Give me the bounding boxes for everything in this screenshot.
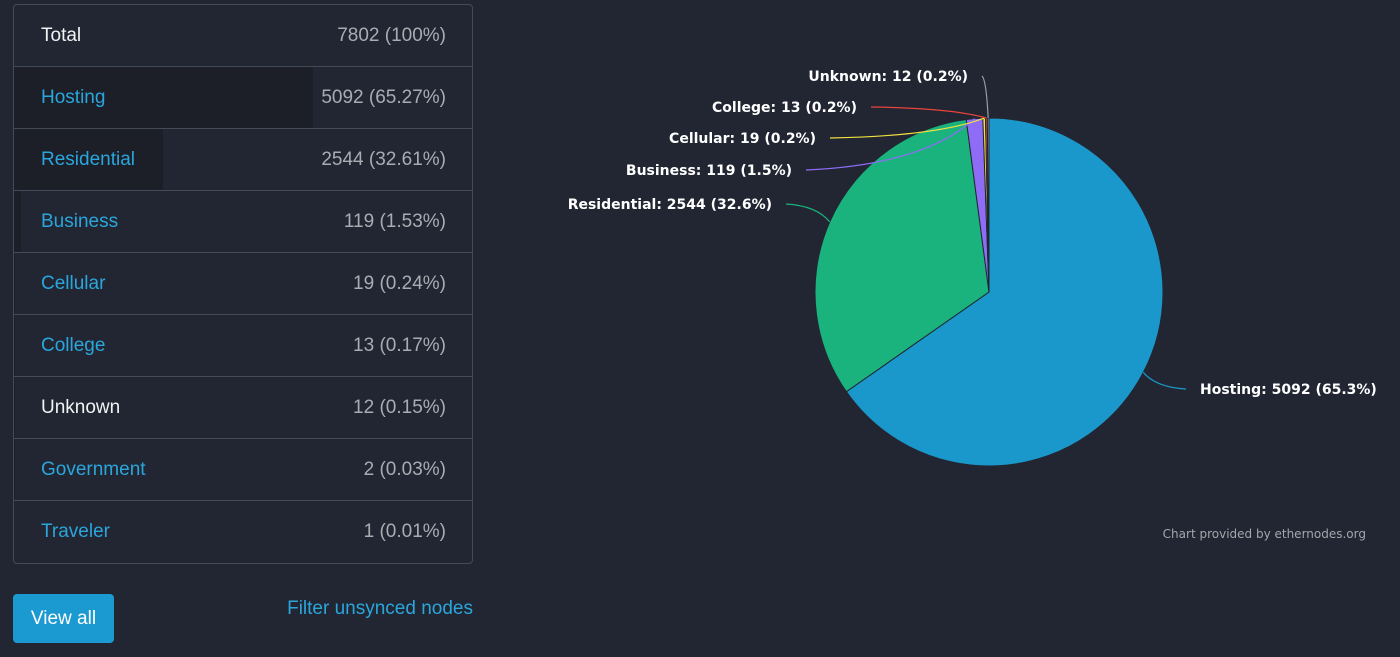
pie-slice-residential[interactable] bbox=[814, 118, 990, 393]
leader-line-college bbox=[870, 106, 987, 119]
pie-slice-hosting[interactable] bbox=[845, 117, 1164, 467]
pie-data-labels: Hosting: 5092 (65.3%) Residential: 2544 (… bbox=[568, 69, 1377, 398]
row-value: 119 (1.53%) bbox=[343, 210, 446, 232]
share-bar bbox=[14, 253, 16, 314]
table-row: College 13 (0.17%) bbox=[14, 315, 472, 377]
row-label-hosting[interactable]: Hosting bbox=[41, 86, 106, 108]
row-value: 2544 (32.61%) bbox=[321, 148, 446, 170]
row-label-residential[interactable]: Residential bbox=[41, 148, 135, 170]
table-row: Hosting 5092 (65.27%) bbox=[14, 67, 472, 129]
total-value: 7802 (100%) bbox=[337, 24, 446, 46]
total-label: Total bbox=[41, 24, 82, 46]
table-row: Cellular 19 (0.24%) bbox=[14, 253, 472, 315]
table-row: Business 119 (1.53%) bbox=[14, 191, 472, 253]
share-bar bbox=[14, 129, 164, 190]
share-bar bbox=[14, 377, 15, 438]
row-value: 19 (0.24%) bbox=[353, 272, 446, 294]
table-row: Residential 2544 (32.61%) bbox=[14, 129, 472, 191]
row-value: 2 (0.03%) bbox=[363, 458, 446, 480]
pie-leader-lines bbox=[785, 75, 1187, 390]
view-all-button[interactable]: View all bbox=[13, 594, 114, 643]
data-label-cellular: Cellular: 19 (0.2%) bbox=[669, 131, 816, 147]
table-row: Unknown 12 (0.15%) bbox=[14, 377, 472, 439]
table-row-total: Total 7802 (100%) bbox=[14, 5, 472, 67]
share-bar bbox=[14, 315, 15, 376]
leader-line-hosting bbox=[1142, 372, 1187, 390]
row-label-cellular[interactable]: Cellular bbox=[41, 272, 106, 294]
data-label-residential: Residential: 2544 (32.6%) bbox=[568, 197, 772, 213]
share-bar bbox=[14, 191, 21, 252]
row-label-unknown: Unknown bbox=[41, 396, 121, 418]
row-value: 1 (0.01%) bbox=[363, 521, 446, 542]
row-value: 12 (0.15%) bbox=[353, 396, 446, 418]
node-type-table: Total 7802 (100%) Hosting 5092 (65.27%) … bbox=[13, 4, 473, 564]
row-label-college[interactable]: College bbox=[41, 334, 106, 356]
leader-line-unknown bbox=[981, 75, 989, 119]
data-label-hosting: Hosting: 5092 (65.3%) bbox=[1200, 382, 1377, 398]
leader-line-business bbox=[805, 118, 975, 171]
data-label-business: Business: 119 (1.5%) bbox=[626, 163, 792, 179]
share-bar bbox=[14, 67, 313, 128]
table-row: Government 2 (0.03%) bbox=[14, 439, 472, 501]
chart-credit: Chart provided by ethernodes.org bbox=[1163, 527, 1366, 541]
row-label-business[interactable]: Business bbox=[41, 210, 119, 232]
data-label-unknown: Unknown: 12 (0.2%) bbox=[808, 69, 968, 85]
leader-line-residential bbox=[785, 203, 831, 223]
row-label-government[interactable]: Government bbox=[41, 458, 146, 480]
row-label-traveler[interactable]: Traveler bbox=[41, 521, 110, 542]
filter-unsynced-link[interactable]: Filter unsynced nodes bbox=[287, 598, 473, 619]
row-value: 5092 (65.27%) bbox=[321, 86, 446, 108]
data-label-college: College: 13 (0.2%) bbox=[712, 100, 857, 116]
row-value: 13 (0.17%) bbox=[353, 334, 446, 356]
leader-line-cellular bbox=[829, 117, 985, 139]
pie-slices bbox=[814, 117, 1164, 467]
table-row: Traveler 1 (0.01%) bbox=[14, 501, 472, 563]
